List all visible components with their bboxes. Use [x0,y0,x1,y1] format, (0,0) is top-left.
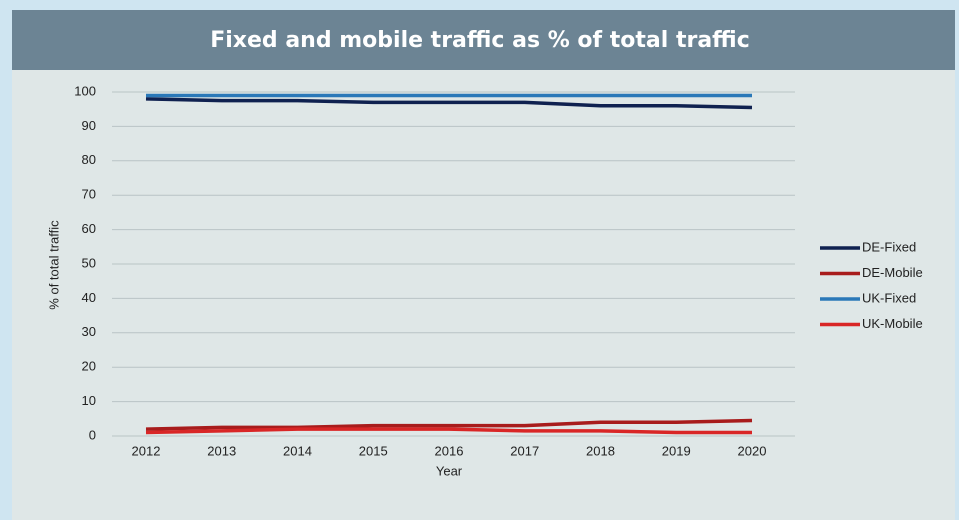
series-line [145,427,752,435]
legend-label: UK-Fixed [862,290,916,305]
x-tick-label: 2020 [738,443,767,458]
y-tick-label: 10 [82,393,96,408]
y-tick-label: 90 [82,118,96,133]
legend-label: DE-Fixed [862,239,916,254]
x-tick-label: 2015 [359,443,388,458]
y-tick-label: 30 [82,324,96,339]
y-tick-label: 70 [82,187,96,202]
y-axis-label: % of total traffic [46,220,61,310]
legend-label: DE-Mobile [862,265,923,280]
chart-title: Fixed and mobile traffic as % of total t… [210,28,750,53]
x-tick-label: 2017 [510,443,539,458]
title-bar [12,10,955,70]
y-tick-label: 100 [74,83,96,98]
y-tick-label: 60 [82,221,96,236]
x-tick-label: 2016 [435,443,464,458]
y-tick-label: 0 [89,427,96,442]
x-tick-label: 2014 [283,443,312,458]
y-tick-label: 80 [82,152,96,167]
y-tick-label: 50 [82,255,96,270]
y-tick-label: 40 [82,290,96,305]
x-tick-label: 2018 [586,443,615,458]
x-tick-label: 2012 [132,443,161,458]
series-line [145,97,753,110]
y-tick-label: 20 [82,359,96,374]
x-tick-label: 2013 [207,443,236,458]
series-line [145,418,753,431]
x-axis-label: Year [436,463,463,478]
legend-label: UK-Mobile [862,316,923,331]
x-tick-label: 2019 [662,443,691,458]
